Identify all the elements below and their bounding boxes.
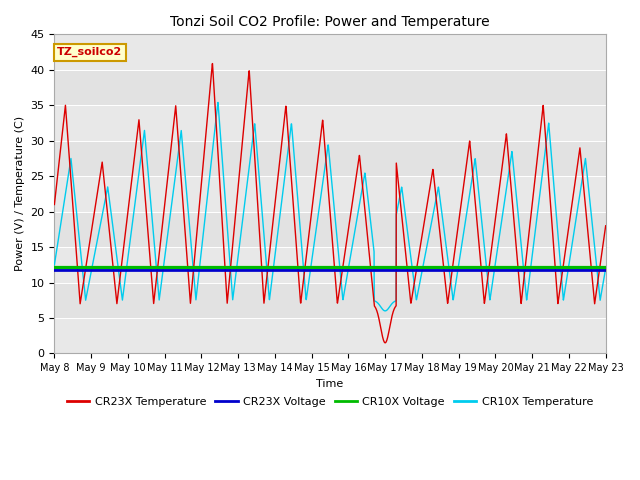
Bar	[54, 141, 605, 176]
Bar	[54, 70, 605, 105]
Legend: CR23X Temperature, CR23X Voltage, CR10X Voltage, CR10X Temperature: CR23X Temperature, CR23X Voltage, CR10X …	[63, 393, 597, 412]
Bar	[54, 212, 605, 247]
X-axis label: Time: Time	[316, 379, 344, 389]
Y-axis label: Power (V) / Temperature (C): Power (V) / Temperature (C)	[15, 116, 25, 272]
Bar	[54, 283, 605, 318]
Text: TZ_soilco2: TZ_soilco2	[57, 47, 122, 57]
Title: Tonzi Soil CO2 Profile: Power and Temperature: Tonzi Soil CO2 Profile: Power and Temper…	[170, 15, 490, 29]
